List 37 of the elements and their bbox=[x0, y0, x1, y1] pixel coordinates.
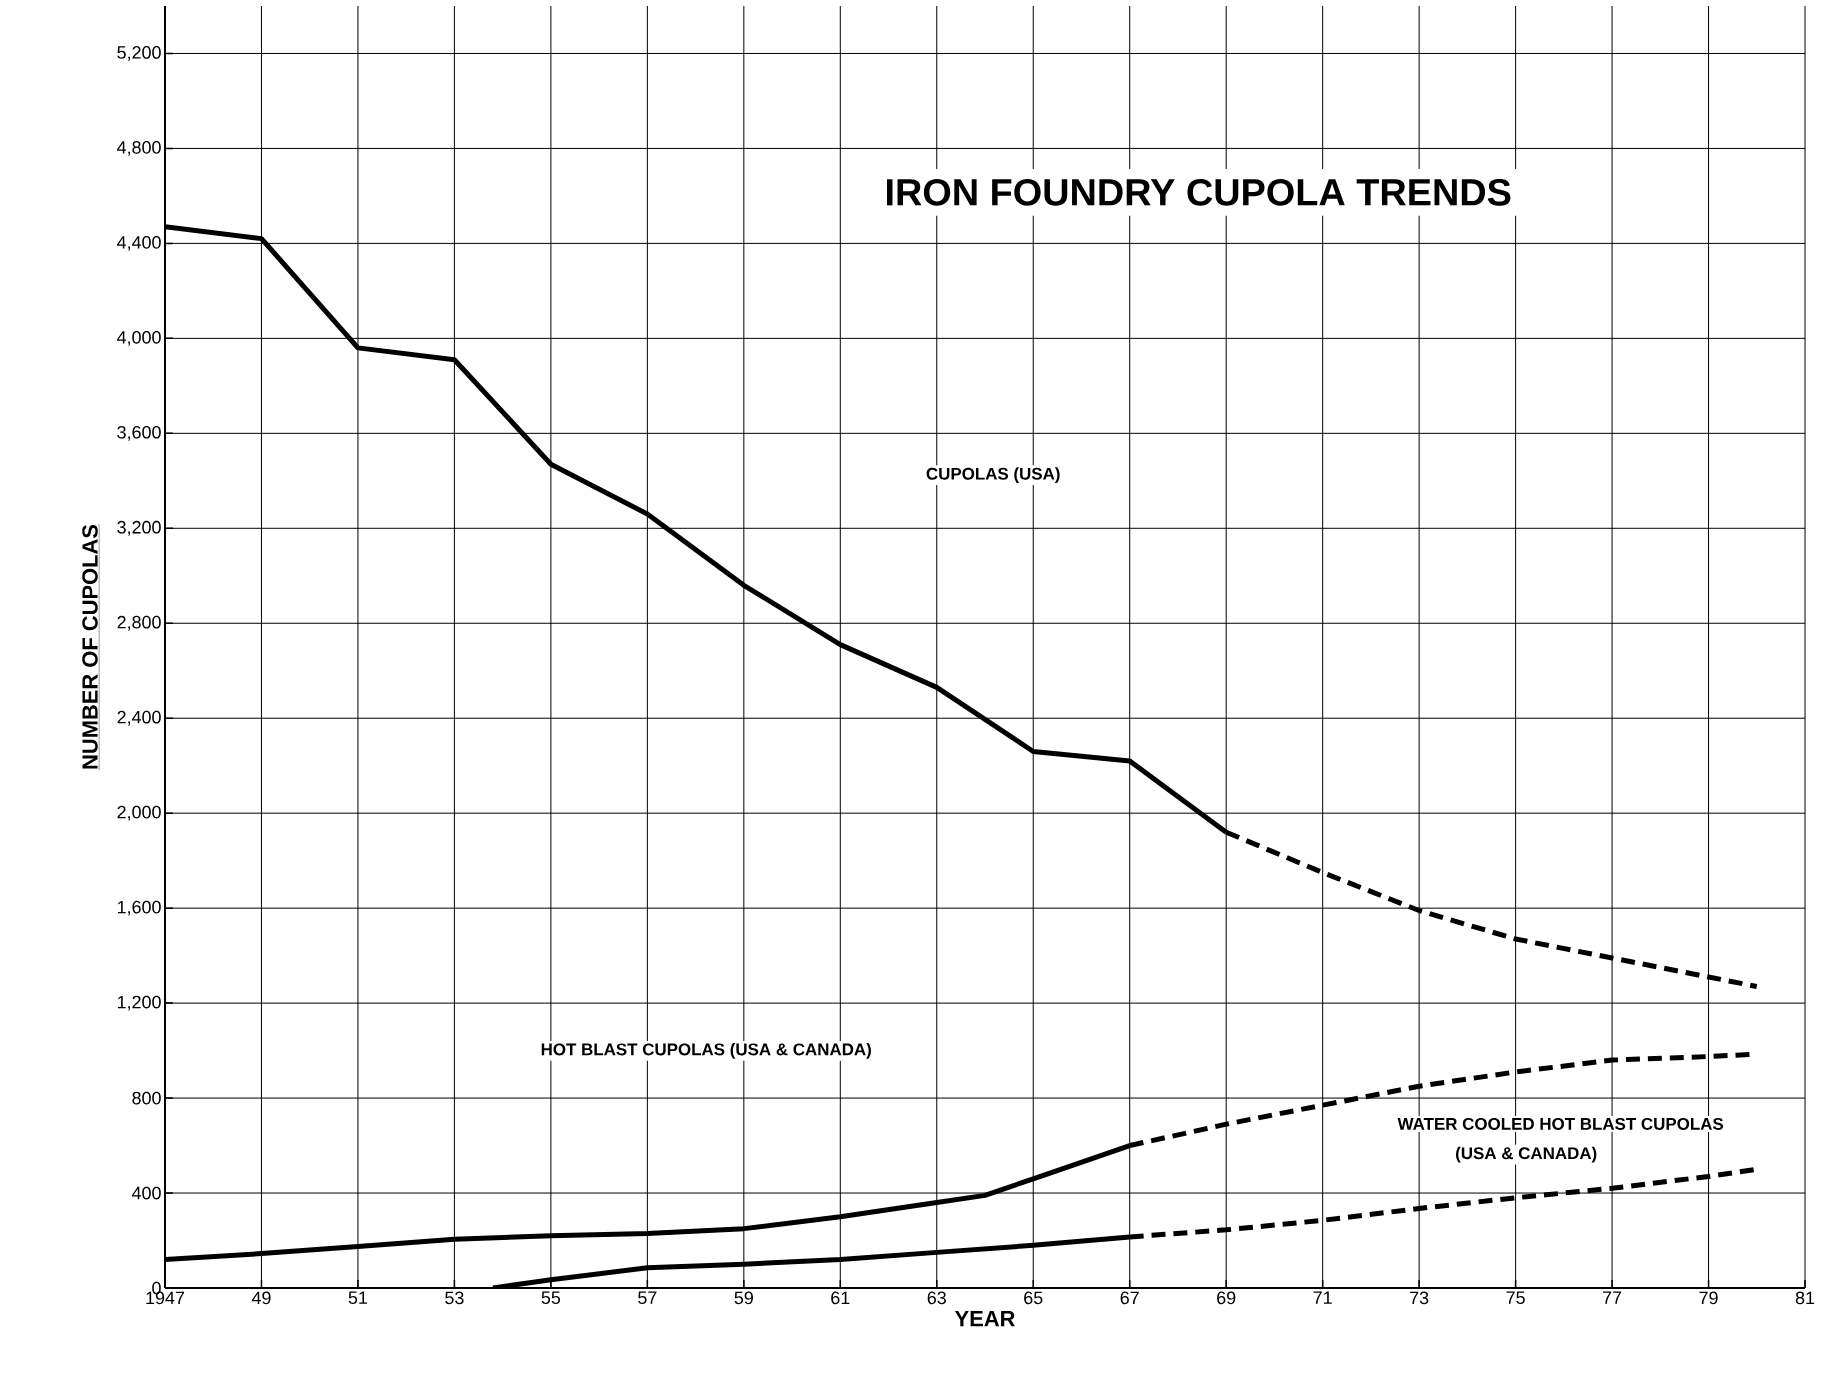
x-tick-label: 69 bbox=[1217, 1291, 1236, 1305]
x-tick-label: 55 bbox=[541, 1291, 561, 1305]
x-tick-label: 77 bbox=[1603, 1291, 1622, 1304]
y-tick-label: 2,400 bbox=[117, 710, 161, 726]
x-tick-label: 63 bbox=[927, 1291, 946, 1305]
y-axis-title: NUMBER OF CUPOLAS bbox=[82, 524, 98, 769]
annotation: WATER COOLED HOT BLAST CUPOLAS bbox=[1397, 1117, 1724, 1130]
x-tick-label: 71 bbox=[1313, 1291, 1332, 1304]
x-tick-label: 61 bbox=[831, 1291, 850, 1305]
annotation: HOT BLAST CUPOLAS (USA & CANADA) bbox=[541, 1042, 871, 1059]
x-tick-label: 51 bbox=[348, 1291, 368, 1305]
x-tick-label: 53 bbox=[445, 1291, 464, 1305]
x-tick-label: 79 bbox=[1699, 1291, 1718, 1305]
text: IRON FOUNDRY CUPOLA TRENDS bbox=[887, 178, 1511, 206]
y-tick-label: 400 bbox=[131, 1186, 161, 1200]
y-tick-label: 1,200 bbox=[117, 995, 161, 1011]
y-tick-label: 2,800 bbox=[117, 615, 161, 631]
annotation: (USA & CANADA) bbox=[1456, 1146, 1597, 1163]
x-tick-label: 67 bbox=[1120, 1291, 1139, 1305]
y-tick-label: 800 bbox=[132, 1091, 161, 1105]
y-tick-label: 5,200 bbox=[117, 46, 161, 61]
annotation: CUPOLAS (USA) bbox=[926, 467, 1060, 484]
y-tick-label: 3,600 bbox=[117, 425, 161, 441]
y-tick-label: 2,000 bbox=[117, 805, 161, 821]
x-tick-label: 49 bbox=[251, 1291, 271, 1305]
y-tick-label: 4,400 bbox=[117, 235, 161, 251]
y-tick-label: 4,000 bbox=[117, 330, 161, 346]
x-tick-label: 65 bbox=[1024, 1291, 1043, 1305]
x-tick-label: 59 bbox=[734, 1291, 753, 1305]
x-axis-title: YEAR bbox=[954, 1311, 1015, 1327]
x-tick-label: 81 bbox=[1795, 1291, 1815, 1305]
y-tick-label: 3,200 bbox=[117, 520, 161, 536]
y-tick-label: 4,800 bbox=[117, 141, 161, 156]
y-tick-label: 1,600 bbox=[117, 900, 161, 916]
x-tick-label: 75 bbox=[1506, 1291, 1525, 1305]
x-tick-label: 73 bbox=[1410, 1291, 1429, 1305]
x-tick-label: 57 bbox=[638, 1291, 657, 1305]
